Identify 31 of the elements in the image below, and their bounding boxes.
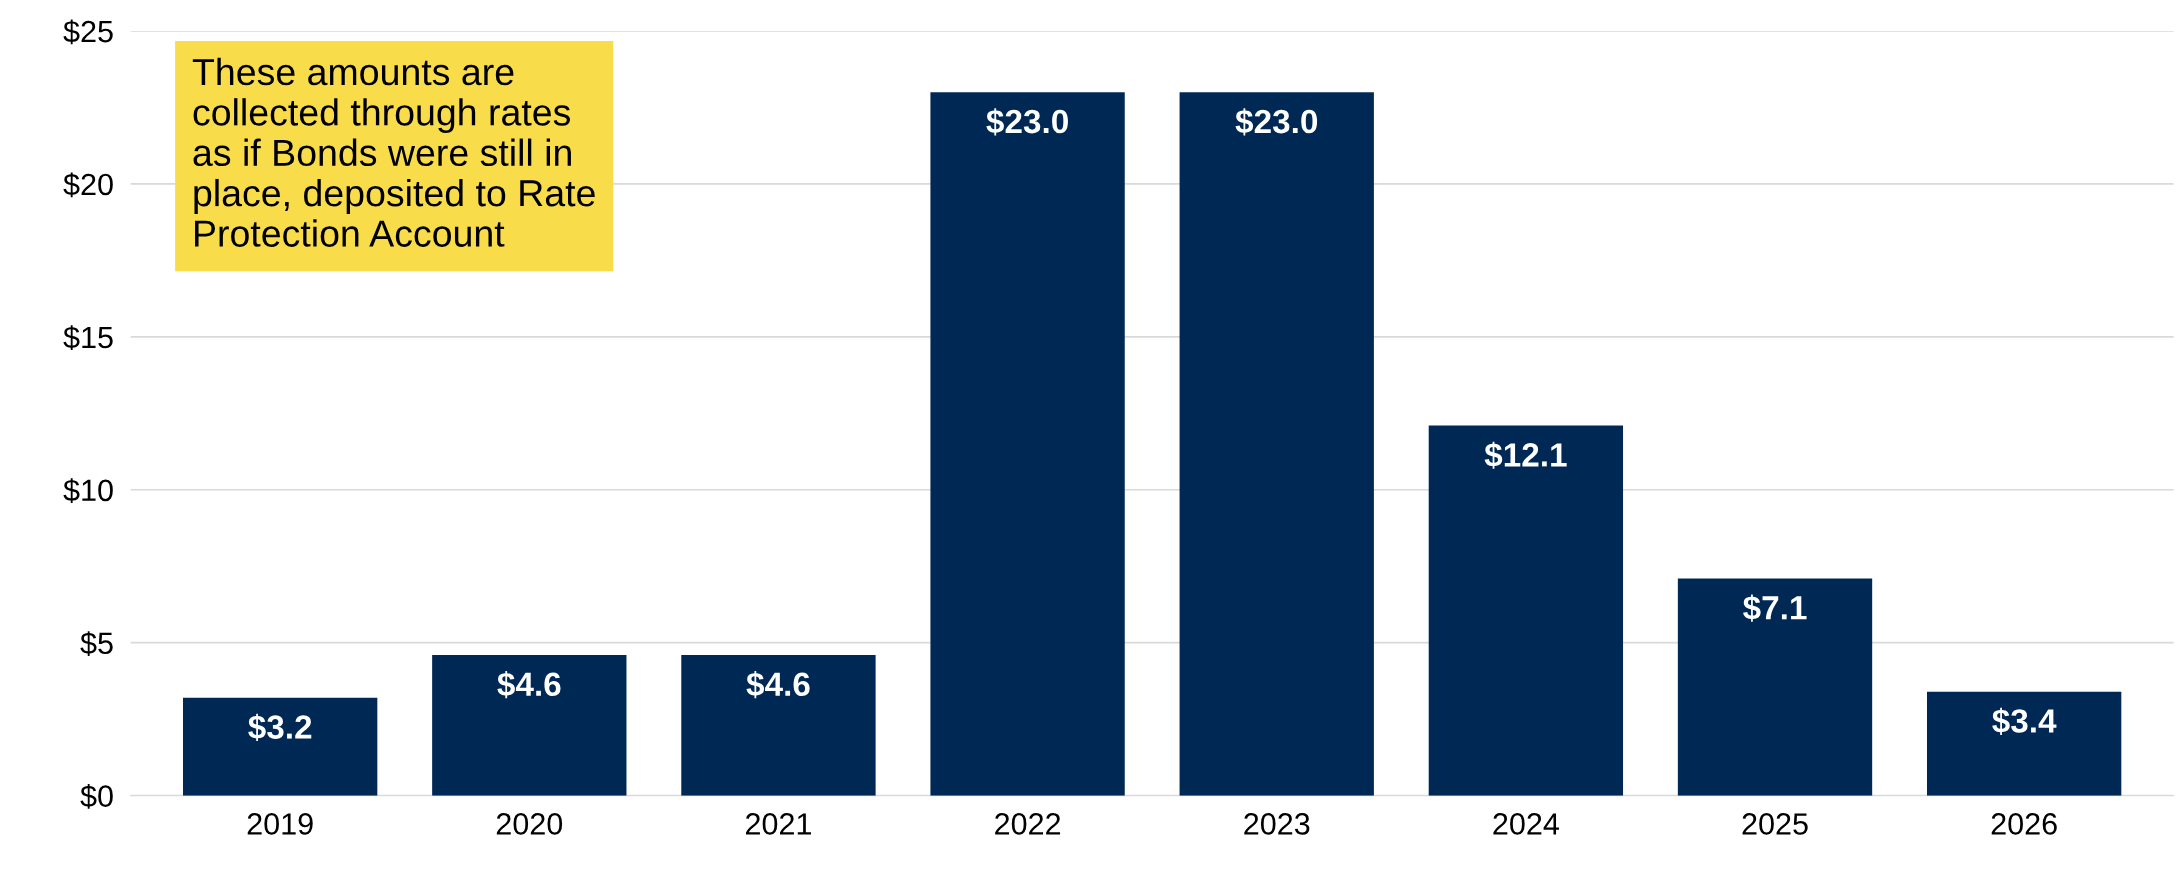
- bar: [1179, 92, 1374, 796]
- x-tick-label: 2023: [1244, 813, 1310, 835]
- x-tick-label: 2025: [1742, 813, 1808, 835]
- y-tick-label: $20: [63, 172, 113, 198]
- bar: [432, 654, 627, 796]
- bar: [1428, 425, 1624, 796]
- data-label: $4.6: [746, 671, 810, 699]
- data-label: $7.1: [1743, 594, 1807, 622]
- y-tick-label: $0: [80, 784, 113, 809]
- annotation: These amounts are collected through rates as if Bonds were still in place, deposited to Rate Protection Account: [192, 57, 595, 247]
- data-label: $4.6: [497, 671, 561, 699]
- data-label: $23.0: [1235, 108, 1318, 136]
- y-tick-label: $5: [80, 631, 113, 656]
- x-tick-label: 2022: [995, 813, 1061, 835]
- bar: [183, 697, 378, 796]
- bar: [930, 92, 1125, 796]
- x-tick-label: 2021: [746, 813, 811, 835]
- data-label: $3.4: [1992, 707, 2057, 735]
- y-tick-label: $25: [63, 19, 113, 45]
- x-tick-label: 2020: [496, 813, 563, 835]
- data-label: $3.2: [248, 713, 312, 742]
- bar: [681, 654, 876, 796]
- bar: [1677, 578, 1873, 796]
- data-label: $23.0: [986, 108, 1068, 136]
- y-tick-label: $15: [63, 325, 113, 351]
- x-tick-label: 2024: [1493, 813, 1559, 835]
- y-tick-label: $10: [63, 478, 113, 503]
- data-label: $12.1: [1484, 441, 1567, 469]
- x-tick-label: 2026: [1991, 813, 2057, 835]
- bar: [1926, 691, 2122, 796]
- x-tick-label: 2019: [247, 813, 313, 835]
